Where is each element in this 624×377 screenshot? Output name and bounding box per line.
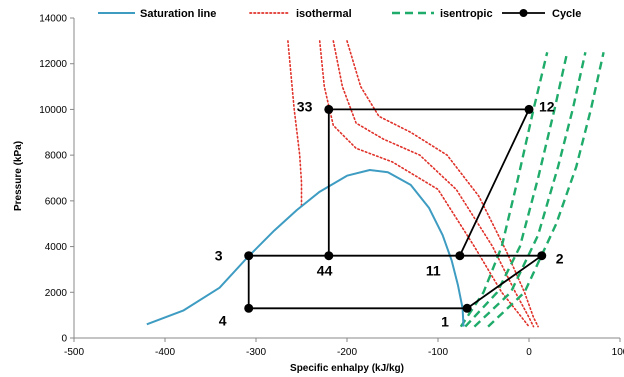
isentropic-line (459, 52, 549, 328)
cycle-point-label: 1 (441, 313, 449, 329)
cycle-point-marker (537, 251, 547, 261)
isothermal-line (318, 40, 530, 328)
cycle-point-marker (244, 251, 254, 261)
cycle-point-marker (324, 251, 334, 261)
cycle-point-label: 12 (539, 98, 555, 114)
saturation-line (146, 169, 465, 327)
cycle-point-label: 3 (215, 248, 223, 264)
isentropic-line (487, 52, 605, 328)
y-tick-label: 0 (61, 334, 67, 345)
cycle-point-label: 4 (219, 312, 227, 328)
y-tick-label: 12000 (39, 59, 67, 70)
cycle-line (327, 108, 531, 257)
cycle-line (247, 254, 545, 310)
cycle-point-label: 2 (556, 251, 564, 267)
cycle-point-label: 11 (426, 263, 441, 279)
axes: -500-400-300-200-10001000200040006000800… (39, 14, 624, 359)
cycle-point-marker (524, 104, 534, 114)
y-tick-label: 4000 (45, 242, 68, 253)
legend: Saturation line isothermal isentropic Cycle (98, 8, 581, 20)
y-tick-label: 10000 (39, 105, 67, 116)
isentropic-line (464, 52, 569, 328)
x-axis-title: Specific enhalpy (kJ/kg) (290, 363, 404, 374)
isothermal-line (287, 40, 303, 209)
x-tick-label: -500 (64, 347, 84, 358)
legend-marker (519, 9, 528, 17)
cycle-point-marker (462, 303, 472, 313)
x-tick-label: -300 (246, 347, 266, 358)
y-tick-label: 8000 (45, 151, 68, 162)
cycle-point-label: 33 (297, 98, 313, 114)
x-tick-label: 100 (612, 347, 624, 358)
x-tick-label: -100 (428, 347, 448, 358)
legend-label: Cycle (552, 8, 581, 20)
cycle-lines (247, 108, 545, 310)
y-axis-title: Pressure (kPa) (13, 141, 24, 211)
x-tick-label: -200 (337, 347, 357, 358)
x-tick-label: -400 (155, 347, 175, 358)
isentropic-line (473, 52, 587, 328)
cycle-point-marker (244, 303, 254, 313)
y-tick-label: 14000 (39, 14, 67, 25)
cycle-point-marker (455, 251, 465, 261)
cycle-point-marker (324, 104, 334, 114)
y-tick-label: 6000 (45, 196, 68, 207)
x-tick-label: 0 (526, 347, 532, 358)
legend-label: isothermal (296, 8, 352, 20)
cycle-point-label: 44 (317, 263, 333, 279)
isothermal-line (346, 40, 539, 328)
legend-label: Saturation line (140, 8, 216, 20)
plot-area (146, 40, 605, 328)
y-tick-label: 2000 (45, 288, 68, 299)
legend-label: isentropic (440, 8, 493, 20)
isothermal-line (332, 40, 535, 328)
